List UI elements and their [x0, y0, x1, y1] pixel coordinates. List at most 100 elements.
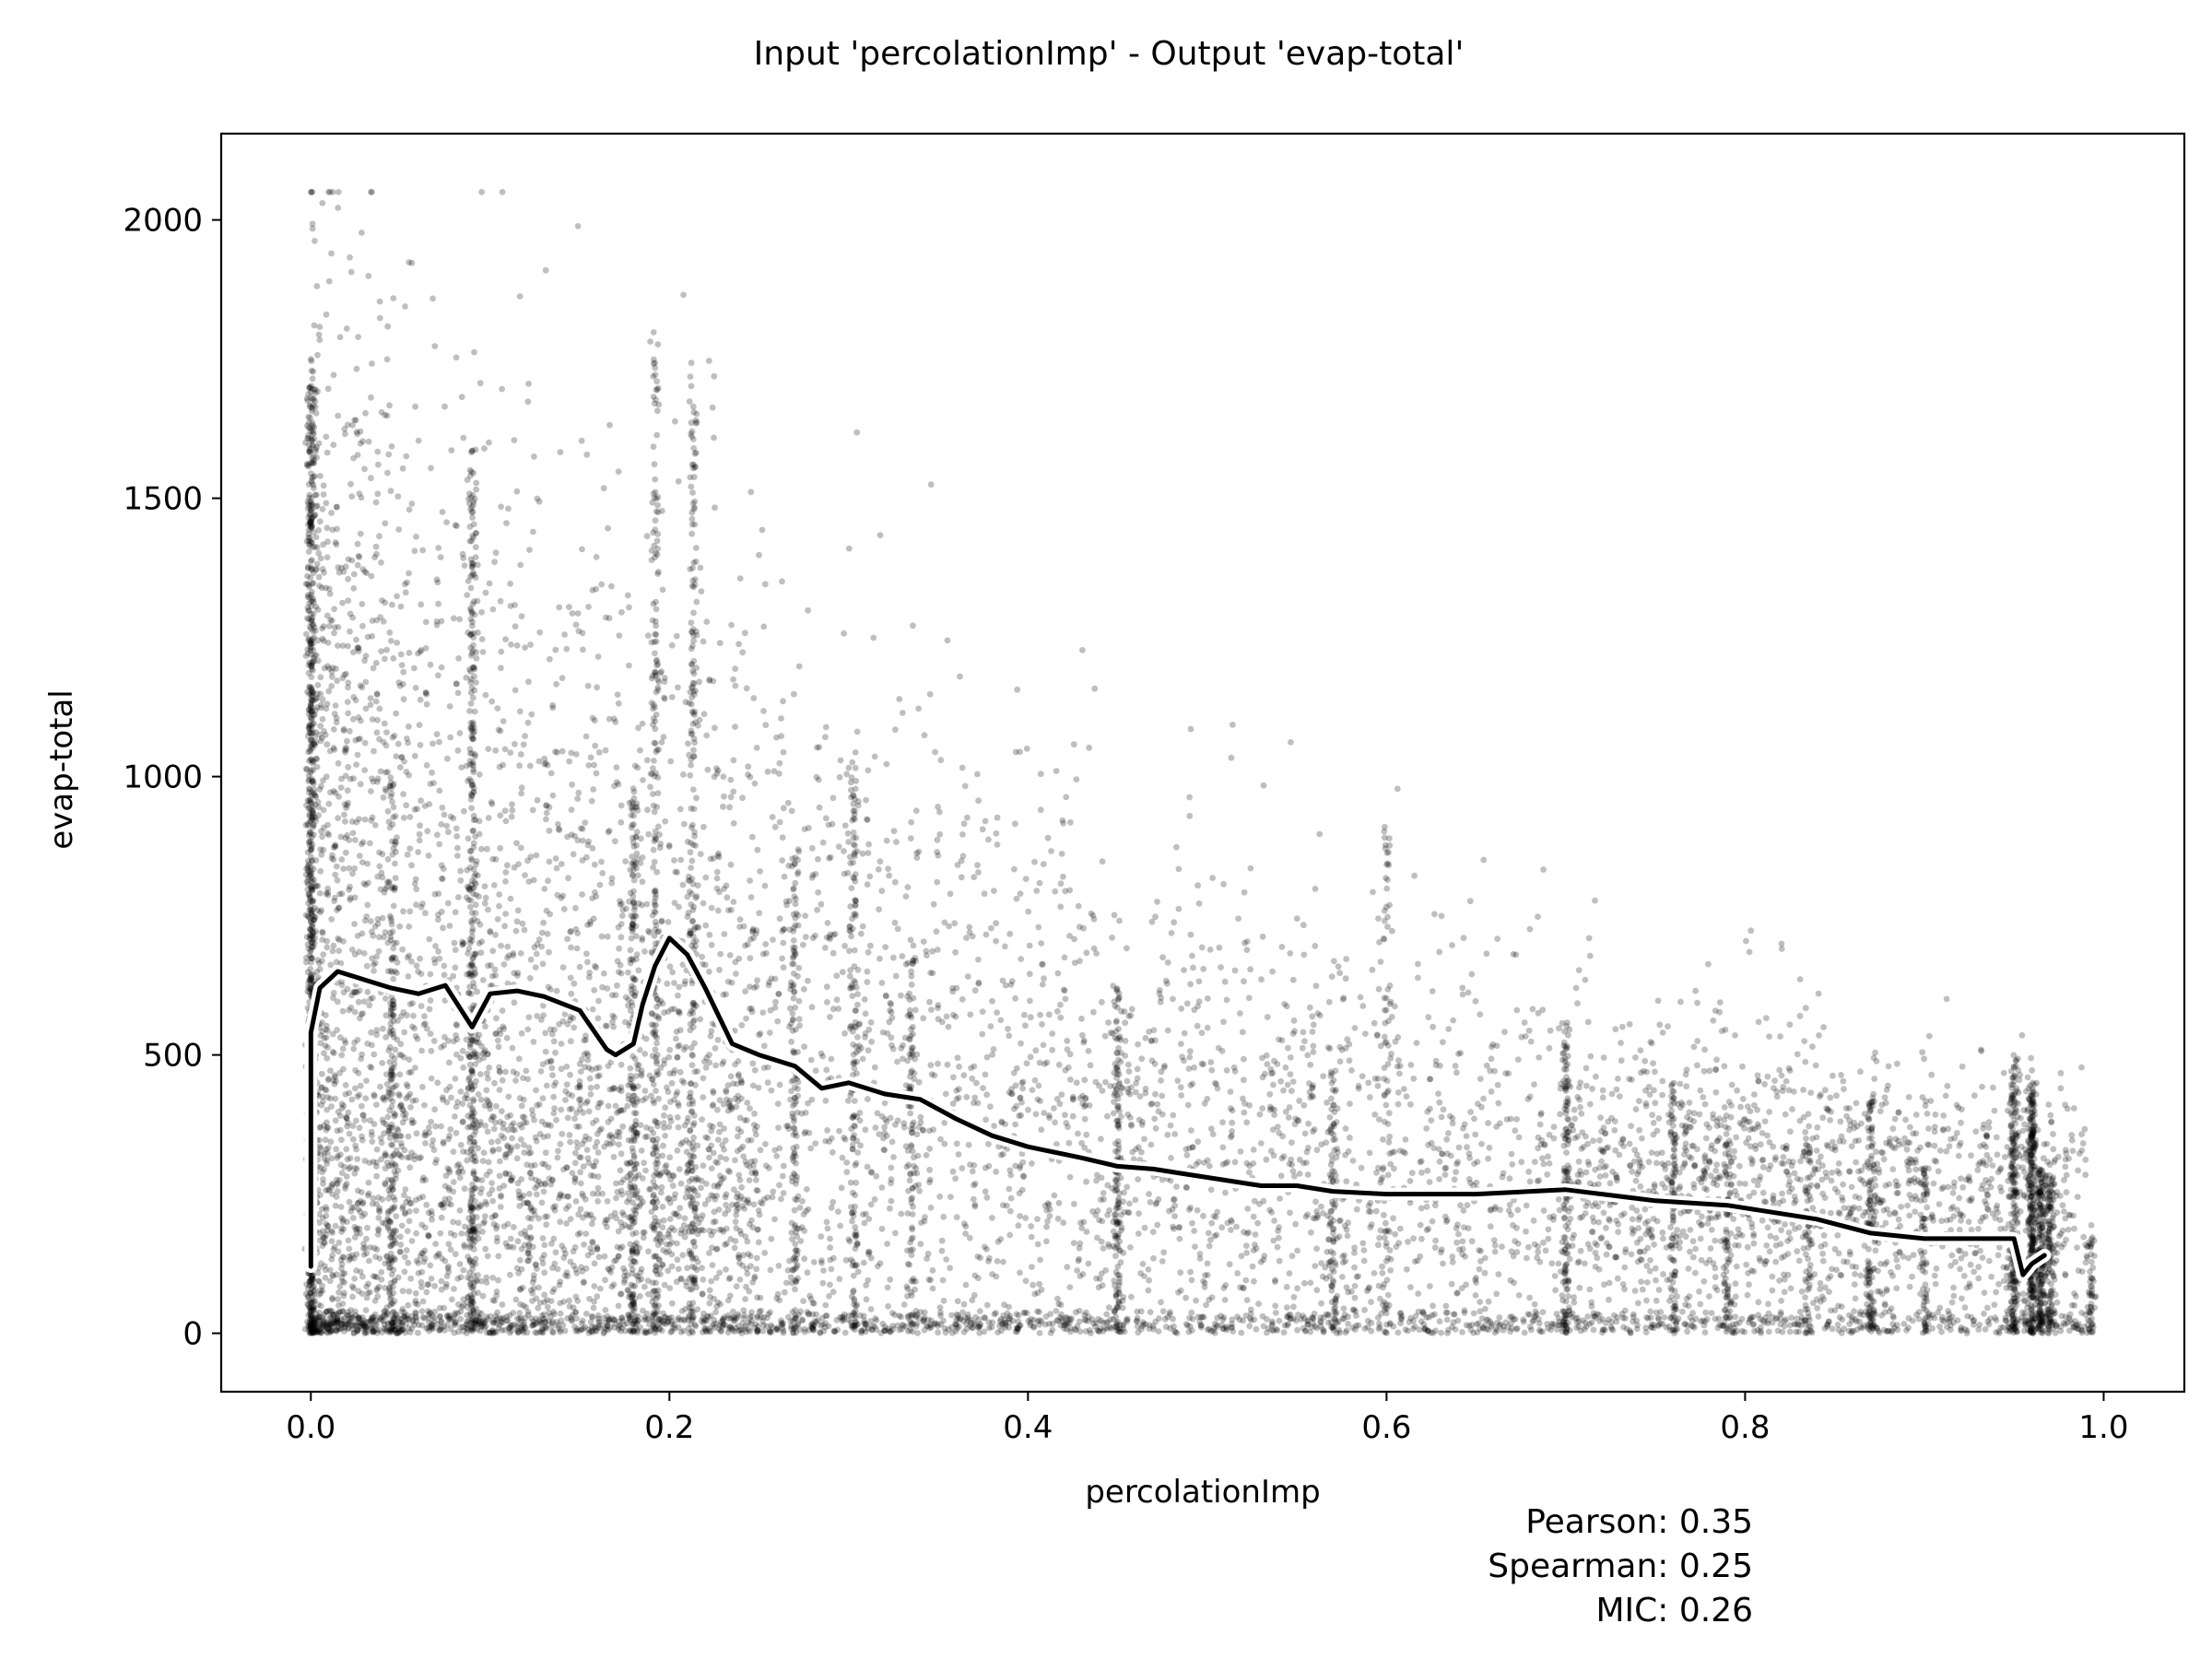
scatter-point [1514, 1056, 1522, 1063]
scatter-point [1531, 1300, 1538, 1308]
scatter-point [543, 816, 549, 823]
scatter-point [359, 859, 366, 865]
scatter-point [1688, 1317, 1696, 1324]
scatter-point [1843, 1258, 1851, 1265]
scatter-point [510, 1310, 517, 1316]
scatter-point [510, 1126, 516, 1134]
scatter-point [338, 775, 345, 782]
scatter-point [1449, 1253, 1456, 1260]
scatter-point [377, 1083, 383, 1090]
scatter-point [396, 923, 404, 930]
scatter-point [1402, 1136, 1409, 1143]
scatter-point [1137, 1308, 1145, 1315]
scatter-point [1933, 1265, 1940, 1272]
scatter-point [346, 1257, 353, 1264]
scatter-point [1820, 1296, 1827, 1303]
scatter-point [341, 811, 347, 818]
scatter-point [878, 1112, 886, 1120]
scatter-point [703, 618, 711, 625]
scatter-point [1025, 1106, 1031, 1113]
scatter-point [677, 806, 684, 813]
scatter-point [1094, 1207, 1101, 1214]
scatter-point [453, 1129, 460, 1136]
scatter-point [1229, 1132, 1235, 1139]
scatter-point [1815, 1313, 1822, 1320]
scatter-point [1483, 1316, 1490, 1324]
scatter-point [572, 1198, 580, 1205]
scatter-point [383, 356, 391, 363]
scatter-point [1293, 1317, 1300, 1324]
scatter-point [1152, 1124, 1159, 1132]
scatter-point [1526, 925, 1534, 933]
scatter-point [474, 918, 481, 924]
scatter-point [493, 1015, 500, 1022]
scatter-point [586, 1075, 594, 1082]
scatter-point [1834, 1322, 1841, 1328]
scatter-point [1086, 744, 1093, 751]
scatter-point [1396, 1070, 1403, 1077]
scatter-point [1142, 1321, 1149, 1328]
scatter-point [418, 1047, 425, 1054]
scatter-point [2057, 1069, 2065, 1077]
scatter-point [1795, 1224, 1803, 1231]
scatter-point [1355, 1273, 1361, 1279]
scatter-point [541, 755, 548, 762]
scatter-point [416, 722, 423, 728]
scatter-point [330, 371, 337, 379]
scatter-point [813, 1319, 820, 1325]
scatter-point [1218, 1224, 1226, 1231]
scatter-point [1158, 1077, 1164, 1084]
scatter-point [1959, 1295, 1965, 1302]
scatter-point [1497, 1321, 1504, 1328]
scatter-point [917, 1119, 924, 1126]
scatter-point [704, 766, 712, 773]
scatter-point [944, 1061, 951, 1068]
scatter-point [717, 1328, 724, 1335]
scatter-point [1051, 1105, 1057, 1112]
scatter-point [504, 862, 511, 869]
scatter-point [987, 1103, 994, 1111]
scatter-point [589, 1006, 596, 1013]
scatter-point [439, 876, 446, 882]
scatter-point [1662, 1165, 1669, 1172]
scatter-point [365, 879, 371, 887]
scatter-point [1027, 997, 1033, 1005]
scatter-point [716, 640, 724, 647]
scatter-point [348, 493, 356, 500]
scatter-point [822, 1137, 830, 1145]
scatter-point [822, 734, 829, 741]
scatter-point [321, 728, 327, 735]
scatter-point [1487, 1223, 1494, 1230]
scatter-point [342, 1320, 349, 1327]
scatter-point [402, 1186, 409, 1193]
scatter-point [962, 1223, 970, 1230]
scatter-point [1081, 1115, 1088, 1123]
scatter-point [1310, 1021, 1317, 1029]
scatter-point [780, 939, 787, 947]
scatter-point [1670, 1166, 1677, 1173]
scatter-point [1471, 1115, 1477, 1123]
scatter-point [883, 760, 890, 768]
scatter-point [309, 1326, 316, 1334]
scatter-point [312, 1328, 320, 1335]
scatter-point [1721, 1104, 1728, 1111]
scatter-point [780, 1320, 787, 1326]
scatter-point [388, 443, 395, 450]
scatter-point [492, 747, 500, 754]
scatter-point [1459, 984, 1466, 992]
scatter-point [1523, 1202, 1530, 1209]
scatter-point [1712, 1147, 1719, 1155]
scatter-point [860, 1312, 867, 1320]
scatter-point [1652, 1265, 1659, 1272]
scatter-point [1487, 1067, 1494, 1075]
scatter-point [457, 1141, 465, 1148]
scatter-point [323, 433, 330, 441]
scatter-point [370, 1194, 377, 1202]
scatter-point [1959, 1183, 1967, 1191]
scatter-point [654, 774, 662, 781]
scatter-point [1187, 981, 1194, 988]
scatter-point [526, 547, 533, 553]
scatter-point [1078, 1015, 1085, 1022]
scatter-point [659, 508, 665, 514]
scatter-point [669, 1324, 677, 1331]
